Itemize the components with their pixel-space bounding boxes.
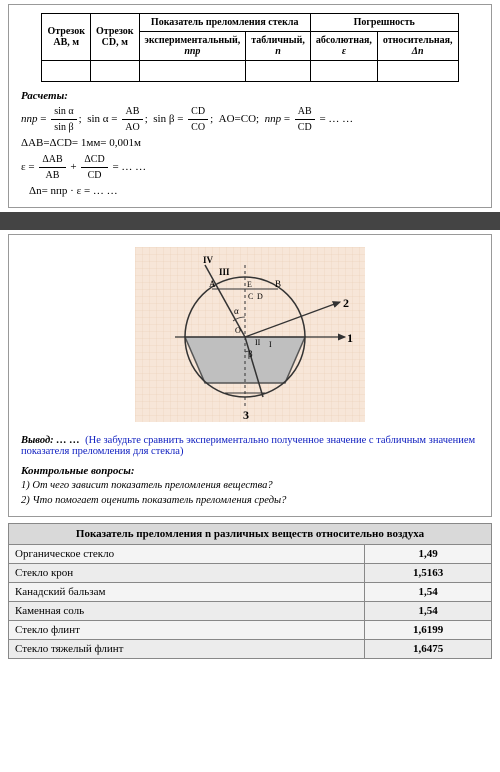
calc-formulas: nпр = sin αsin β; sin α = ABAO; sin β = … (21, 104, 481, 199)
refraction-value: 1,6199 (365, 621, 492, 640)
svg-text:B: B (275, 279, 281, 289)
substance-name: Каменная соль (9, 602, 365, 621)
refraction-value: 1,5163 (365, 564, 492, 583)
svg-text:A: A (209, 279, 216, 289)
conclusion-line: Вывод: … … (Не забудьте сравнить экспери… (21, 435, 479, 457)
svg-text:III: III (219, 267, 230, 277)
svg-text:I: I (269, 340, 272, 349)
svg-text:β: β (248, 349, 253, 359)
substance-name: Стекло флинт (9, 621, 365, 640)
table-row: Стекло крон1,5163 (9, 564, 492, 583)
col-tab: табличный, n (246, 32, 311, 61)
question-2: 2) Что помогает оценить показатель прело… (21, 494, 479, 509)
table-row: Канадский бальзам1,54 (9, 583, 492, 602)
question-1: 1) От чего зависит показатель преломлени… (21, 479, 479, 494)
col-exp: экспериментальный, nпр (139, 32, 246, 61)
col-refraction-group: Показатель преломления стекла (139, 14, 310, 32)
questions-title: Контрольные вопросы: (21, 465, 479, 477)
substance-name: Стекло крон (9, 564, 365, 583)
col-ab: Отрезок AB, м (42, 14, 91, 61)
col-cd: Отрезок CD, м (91, 14, 140, 61)
measurement-table: Отрезок AB, м Отрезок CD, м Показатель п… (41, 13, 458, 82)
calc-title: Расчеты: (21, 90, 481, 102)
svg-text:E: E (247, 280, 252, 289)
svg-text:C: C (248, 292, 253, 301)
svg-text:α: α (234, 306, 239, 316)
refraction-value: 1,6475 (365, 640, 492, 659)
col-abs: абсолютная, ε (310, 32, 377, 61)
substance-name: Канадский бальзам (9, 583, 365, 602)
svg-text:D: D (257, 292, 263, 301)
diagram-panel: IV III A B E O II I C D α β 2 1 3 Вывод:… (8, 234, 492, 517)
refraction-index-table: Показатель преломления n различных вещес… (8, 523, 492, 659)
table-row: Стекло флинт1,6199 (9, 621, 492, 640)
svg-text:2: 2 (343, 296, 349, 310)
data-table-panel: Отрезок AB, м Отрезок CD, м Показатель п… (8, 4, 492, 208)
refraction-value: 1,54 (365, 602, 492, 621)
table-row: Стекло тяжелый флинт1,6475 (9, 640, 492, 659)
refraction-value: 1,49 (365, 545, 492, 564)
table-row: Каменная соль1,54 (9, 602, 492, 621)
table-row (42, 61, 458, 82)
refraction-value: 1,54 (365, 583, 492, 602)
svg-text:II: II (255, 338, 261, 347)
svg-text:3: 3 (243, 408, 249, 422)
ref-table-title: Показатель преломления n различных вещес… (9, 524, 492, 545)
page-divider (0, 212, 500, 230)
svg-text:O: O (235, 326, 241, 335)
col-error-group: Погрешность (310, 14, 458, 32)
refraction-diagram: IV III A B E O II I C D α β 2 1 3 (135, 247, 365, 422)
table-row: Органическое стекло1,49 (9, 545, 492, 564)
col-rel: относительная, Δn (377, 32, 458, 61)
substance-name: Органическое стекло (9, 545, 365, 564)
svg-text:IV: IV (203, 255, 214, 265)
substance-name: Стекло тяжелый флинт (9, 640, 365, 659)
svg-text:1: 1 (347, 331, 353, 345)
